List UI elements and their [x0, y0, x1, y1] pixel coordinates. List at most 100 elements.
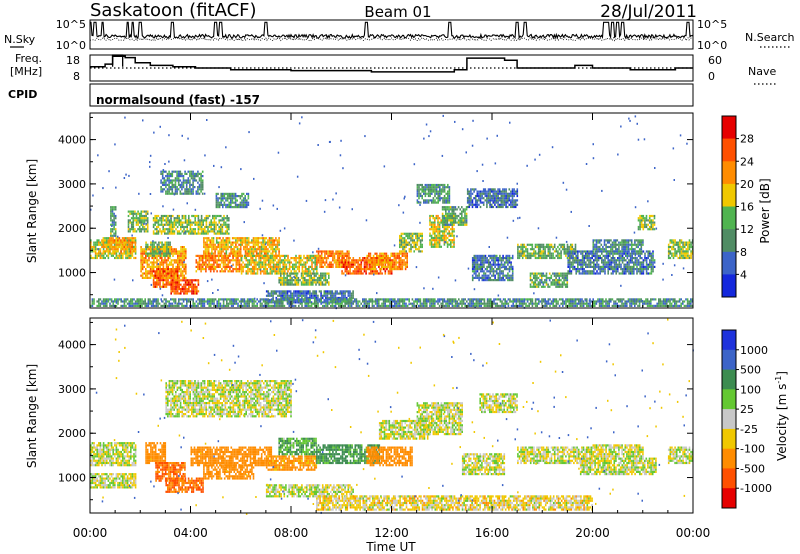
power-cell [238, 248, 240, 251]
power-cell [160, 181, 162, 184]
power-cell [476, 276, 479, 279]
power-cell [479, 199, 482, 202]
power-cell [540, 281, 543, 284]
power-cell [308, 259, 310, 262]
power-cell [267, 241, 269, 244]
power-cell [572, 265, 574, 268]
power-cell [373, 270, 375, 273]
power-cell [185, 179, 188, 182]
power-cell [126, 241, 129, 244]
power-cell [419, 243, 422, 246]
power-cell [98, 243, 100, 246]
power-cell [151, 265, 153, 268]
power-cell [158, 245, 160, 249]
power-cell [560, 254, 562, 257]
power-cell [454, 206, 457, 209]
power-cell [304, 261, 307, 264]
power-cell [190, 192, 193, 195]
power-cell [159, 248, 161, 251]
power-cell [392, 254, 394, 257]
power-cell [476, 192, 479, 195]
power-cell [187, 188, 190, 191]
power-cell [457, 206, 460, 209]
power-cell [236, 195, 238, 198]
power-cell [461, 210, 463, 213]
power-cell [130, 254, 132, 257]
power-cell [242, 201, 245, 204]
power-cell [140, 214, 143, 218]
power-cell [334, 290, 337, 293]
power-cell [291, 296, 294, 300]
power-cell [250, 263, 252, 266]
power-cell [262, 245, 264, 249]
power-cell [382, 265, 384, 268]
power-cell [529, 243, 532, 246]
power-cell [284, 263, 286, 266]
power-cell [567, 252, 569, 255]
power-cell [442, 239, 444, 242]
power-cell [451, 214, 453, 218]
power-cell [349, 292, 351, 295]
power-cell [344, 296, 346, 300]
power-cell [250, 261, 252, 264]
power-cell [229, 265, 231, 268]
power-cell [520, 250, 522, 253]
power-cell [200, 225, 203, 229]
power-cell [102, 252, 105, 255]
power-cell [188, 290, 190, 293]
power-cell [221, 223, 224, 226]
power-cell [344, 270, 347, 273]
power-cell [143, 210, 146, 213]
power-cell [207, 230, 209, 233]
power-cell [454, 219, 457, 222]
power-cell [236, 250, 239, 253]
power-cell [503, 268, 506, 271]
power-cell [499, 254, 501, 257]
power-cell [454, 208, 457, 211]
power-cell [521, 243, 524, 246]
power-cell [503, 257, 506, 260]
power-cell [561, 248, 564, 251]
power-cell [227, 254, 230, 257]
power-cell [264, 263, 267, 266]
power-cell [336, 257, 339, 260]
power-cell [170, 230, 172, 233]
power-cell [489, 188, 491, 191]
power-cell [443, 225, 446, 229]
power-cell [181, 188, 183, 191]
power-cell [395, 257, 397, 260]
power-cell [161, 190, 164, 193]
power-cell [265, 252, 268, 255]
power-cell [266, 268, 268, 271]
power-cell [173, 250, 176, 253]
power-cell [200, 177, 202, 180]
power-cell [179, 183, 182, 186]
power-cell [380, 254, 383, 257]
power-cell [175, 285, 177, 288]
power-cell [476, 201, 479, 204]
power-cell [328, 296, 330, 300]
power-cell [312, 268, 315, 271]
power-cell [180, 274, 182, 277]
power-cell [386, 268, 388, 271]
power-cell [170, 248, 173, 251]
power-cell [145, 228, 147, 231]
power-cell [492, 188, 495, 191]
power-cell [180, 246, 182, 249]
power-cell [435, 241, 438, 244]
power-cell [208, 225, 211, 229]
power-cell [470, 197, 472, 200]
power-cell [161, 252, 163, 255]
power-cell [400, 252, 402, 255]
power-cell [316, 270, 318, 273]
power-cell [300, 254, 302, 257]
power-cell [438, 217, 441, 220]
power-cell [220, 201, 222, 204]
power-cell [276, 239, 279, 242]
power-cell [129, 237, 132, 240]
power-cell [329, 290, 332, 293]
power-cell [489, 257, 492, 260]
power-cell [96, 241, 98, 244]
power-cell [405, 250, 407, 253]
power-cell [478, 263, 480, 266]
